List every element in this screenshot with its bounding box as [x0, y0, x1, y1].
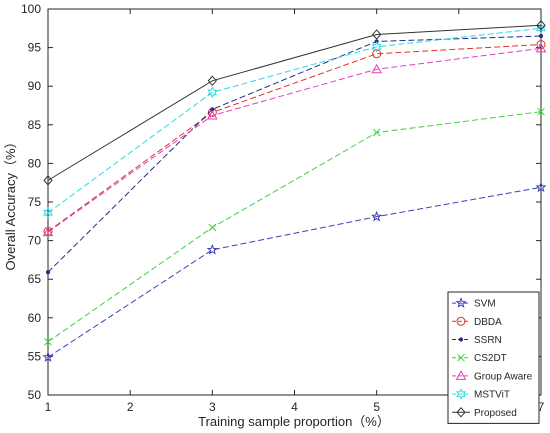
series-proposed: [43, 19, 546, 186]
series-group-aware: [42, 42, 547, 237]
series-line-proposed: [47, 24, 542, 181]
data-point-svm: [206, 243, 218, 255]
data-point-cs2dt: [537, 107, 545, 116]
y-tick-label: 90: [28, 79, 42, 93]
series-layer: [42, 19, 547, 362]
data-point-group-aware: [371, 63, 383, 74]
series-line-mstvit: [47, 27, 542, 214]
series-line-ssrn: [47, 35, 542, 273]
x-tick-label: 2: [127, 400, 134, 414]
x-tick-label: 7: [538, 400, 545, 414]
series-line-svm: [47, 186, 542, 358]
series-line-dbda: [47, 44, 542, 232]
legend-marker: [458, 337, 464, 342]
y-tick-label: 80: [28, 156, 42, 170]
legend-label: Group Aware: [474, 371, 533, 382]
series-ssrn: [45, 33, 544, 275]
series-svm: [42, 181, 547, 362]
series-line-cs2dt: [47, 111, 542, 343]
legend-label: MSTViT: [474, 390, 510, 401]
legend-entry-svm: SVM: [452, 297, 496, 310]
data-point-group-aware: [535, 42, 547, 53]
legend-label: SVM: [474, 299, 496, 310]
data-point-group-aware: [42, 226, 54, 237]
legend-entry-cs2dt: CS2DT: [452, 353, 507, 364]
data-point-dbda: [372, 49, 382, 59]
data-point-proposed: [536, 19, 546, 31]
legend-entry-dbda: DBDA: [452, 316, 502, 328]
data-point-cs2dt: [372, 128, 381, 137]
data-point-mstvit: [43, 207, 53, 219]
data-point-mstvit: [371, 41, 382, 53]
y-tick-label: 65: [28, 272, 42, 286]
y-tick-label: 85: [28, 118, 42, 132]
y-tick-label: 70: [28, 234, 42, 248]
x-axis-label: Training sample proportion（%）: [198, 414, 390, 429]
legend-box: [447, 291, 540, 424]
data-point-ssrn: [538, 33, 544, 39]
x-tick-label: 3: [209, 400, 216, 414]
legend-marker: [455, 370, 467, 380]
data-point-cs2dt: [44, 337, 52, 346]
data-point-proposed: [43, 175, 53, 186]
x-tick-label: 4: [291, 400, 298, 414]
legend-entry-group-aware: Group Aware: [452, 370, 533, 382]
y-tick-label: 75: [28, 195, 42, 209]
y-tick-label: 95: [28, 41, 42, 55]
data-point-svm: [371, 210, 383, 222]
legend-marker: [456, 316, 466, 326]
legend-label: CS2DT: [474, 353, 507, 364]
series-line-group-aware: [47, 47, 542, 233]
x-tick-label: 5: [373, 400, 380, 414]
legend-marker: [456, 388, 466, 400]
data-point-mstvit: [207, 86, 218, 99]
data-point-svm: [535, 181, 547, 193]
data-point-mstvit: [536, 22, 546, 34]
legend-marker: [457, 353, 465, 362]
legend-label: Proposed: [474, 408, 517, 419]
x-tick-label: 1: [45, 400, 52, 414]
y-tick-label: 100: [21, 2, 41, 16]
series-mstvit: [43, 22, 546, 219]
y-tick-label: 50: [28, 388, 42, 402]
data-point-cs2dt: [208, 223, 217, 232]
legend-marker: [456, 407, 466, 418]
legend: SVM DBDA SSRN CS2DT Group Aware MSTViT Propose…: [447, 291, 540, 424]
y-axis-label: Overall Accuracy（%）: [3, 135, 18, 270]
legend-entry-mstvit: MSTViT: [452, 388, 510, 401]
legend-label: DBDA: [474, 317, 502, 328]
data-point-proposed: [371, 29, 382, 40]
legend-entry-ssrn: SSRN: [452, 335, 502, 346]
series-cs2dt: [44, 107, 545, 346]
y-tick-label: 60: [28, 311, 42, 325]
data-point-proposed: [207, 75, 218, 87]
legend-entry-proposed: Proposed: [452, 407, 517, 419]
y-tick-label: 55: [28, 349, 42, 363]
data-point-group-aware: [206, 110, 218, 120]
data-point-ssrn: [45, 270, 51, 275]
legend-label: SSRN: [474, 335, 502, 346]
data-point-svm: [42, 351, 54, 362]
y-axis-ticks: 50 55 60 65 70 75 80 85 90 95 100: [21, 2, 541, 402]
legend-marker: [455, 297, 467, 308]
data-point-dbda: [536, 40, 546, 50]
